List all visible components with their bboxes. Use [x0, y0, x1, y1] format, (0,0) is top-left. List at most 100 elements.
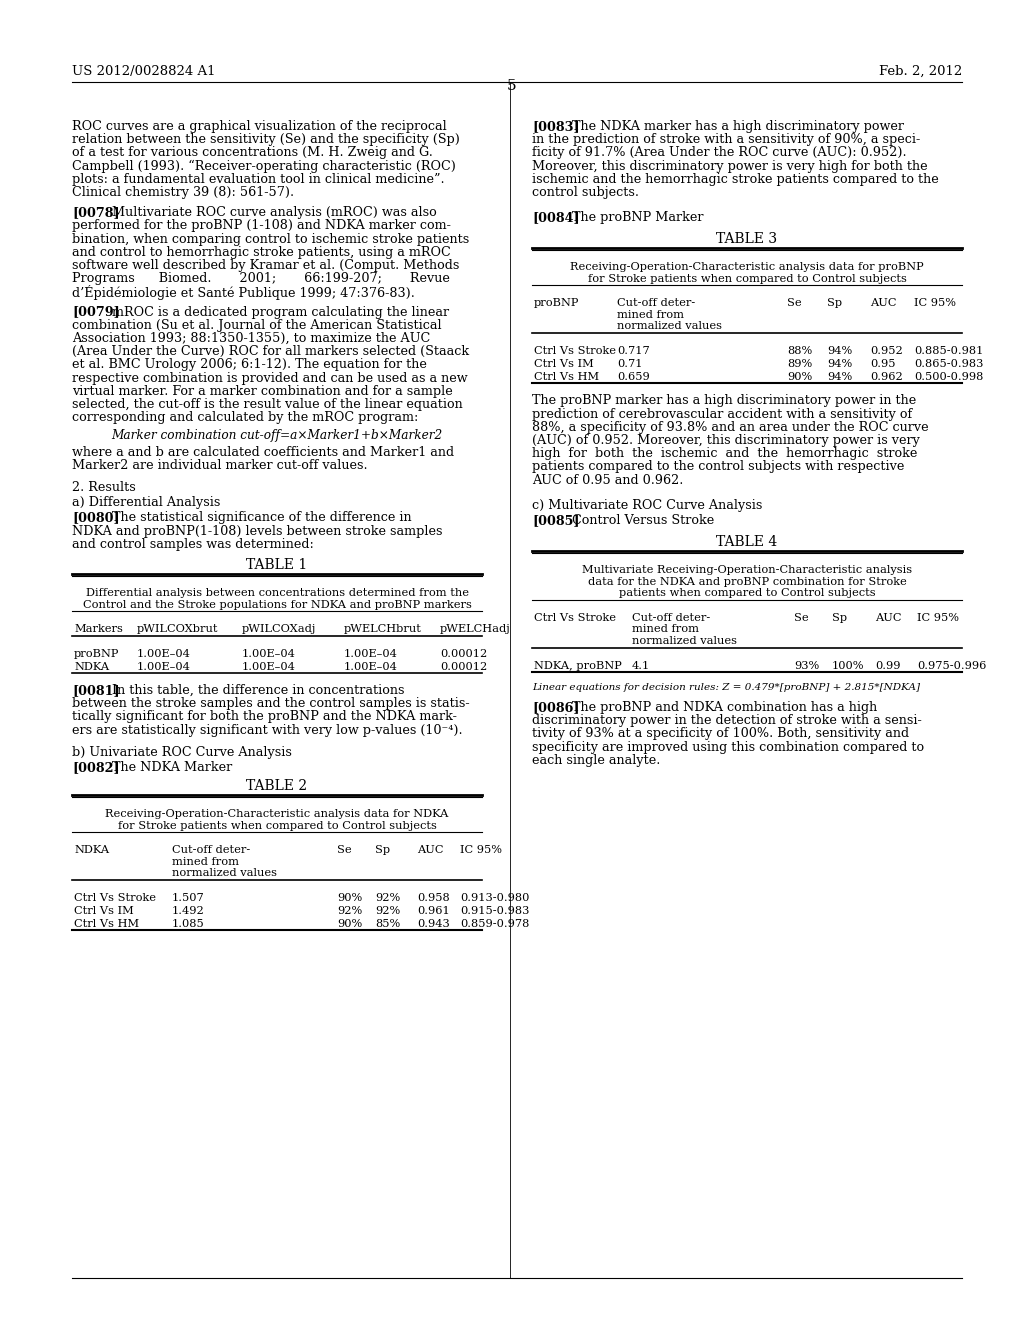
Text: 0.865-0.983: 0.865-0.983 [914, 359, 983, 370]
Text: patients when compared to Control subjects: patients when compared to Control subjec… [618, 589, 876, 598]
Text: TABLE 2: TABLE 2 [247, 779, 307, 793]
Text: b) Univariate ROC Curve Analysis: b) Univariate ROC Curve Analysis [72, 746, 292, 759]
Text: pWELCHadj: pWELCHadj [440, 624, 511, 634]
Text: 0.00012: 0.00012 [440, 663, 487, 672]
Text: 0.659: 0.659 [617, 372, 650, 383]
Text: 0.915-0.983: 0.915-0.983 [460, 907, 529, 916]
Text: Ctrl Vs Stroke: Ctrl Vs Stroke [534, 346, 616, 356]
Text: The proBNP and NDKA combination has a high: The proBNP and NDKA combination has a hi… [572, 701, 878, 714]
Text: 100%: 100% [831, 661, 864, 671]
Text: 0.859-0.978: 0.859-0.978 [460, 919, 529, 929]
Text: Ctrl Vs IM: Ctrl Vs IM [534, 359, 594, 370]
Text: 94%: 94% [827, 346, 852, 356]
Text: Ctrl Vs Stroke: Ctrl Vs Stroke [74, 894, 156, 903]
Text: NDKA and proBNP(1-108) levels between stroke samples: NDKA and proBNP(1-108) levels between st… [72, 524, 442, 537]
Text: AUC: AUC [417, 845, 443, 855]
Text: 0.975-0.996: 0.975-0.996 [918, 661, 986, 671]
Text: 92%: 92% [337, 907, 362, 916]
Text: Markers: Markers [74, 624, 123, 634]
Text: IC 95%: IC 95% [460, 845, 502, 855]
Text: 1.00E–04: 1.00E–04 [242, 663, 296, 672]
Text: IC 95%: IC 95% [914, 298, 956, 309]
Text: In this table, the difference in concentrations: In this table, the difference in concent… [112, 684, 404, 697]
Text: combination (Su et al. Journal of the American Statistical: combination (Su et al. Journal of the Am… [72, 319, 441, 331]
Text: 1.00E–04: 1.00E–04 [137, 663, 190, 672]
Text: d’Épidémiologie et Santé Publique 1999; 47:376-83).: d’Épidémiologie et Santé Publique 1999; … [72, 285, 415, 301]
Text: US 2012/0028824 A1: US 2012/0028824 A1 [72, 65, 215, 78]
Text: pWILCOXbrut: pWILCOXbrut [137, 624, 218, 634]
Text: [0085]: [0085] [532, 513, 580, 527]
Text: The proBNP marker has a high discriminatory power in the: The proBNP marker has a high discriminat… [532, 395, 916, 408]
Text: mined from: mined from [632, 624, 699, 634]
Text: and control to hemorrhagic stroke patients, using a mROC: and control to hemorrhagic stroke patien… [72, 246, 451, 259]
Text: IC 95%: IC 95% [918, 612, 959, 623]
Text: performed for the proBNP (1-108) and NDKA marker com-: performed for the proBNP (1-108) and NDK… [72, 219, 451, 232]
Text: 0.961: 0.961 [417, 907, 450, 916]
Text: tically significant for both the proBNP and the NDKA mark-: tically significant for both the proBNP … [72, 710, 457, 723]
Text: Se: Se [337, 845, 351, 855]
Text: c) Multivariate ROC Curve Analysis: c) Multivariate ROC Curve Analysis [532, 499, 763, 512]
Text: 93%: 93% [794, 661, 819, 671]
Text: 90%: 90% [787, 372, 812, 383]
Text: plots: a fundamental evaluation tool in clinical medicine”.: plots: a fundamental evaluation tool in … [72, 173, 444, 186]
Text: 0.95: 0.95 [870, 359, 896, 370]
Text: 0.717: 0.717 [617, 346, 650, 356]
Text: Multivariate Receiving-Operation-Characteristic analysis: Multivariate Receiving-Operation-Charact… [582, 565, 912, 576]
Text: 2. Results: 2. Results [72, 480, 136, 494]
Text: in the prediction of stroke with a sensitivity of 90%, a speci-: in the prediction of stroke with a sensi… [532, 133, 921, 147]
Text: Cut-off deter-: Cut-off deter- [632, 612, 711, 623]
Text: control subjects.: control subjects. [532, 186, 639, 199]
Text: Sp: Sp [827, 298, 842, 309]
Text: Ctrl Vs HM: Ctrl Vs HM [74, 919, 139, 929]
Text: NDKA: NDKA [74, 845, 110, 855]
Text: 1.00E–04: 1.00E–04 [344, 649, 398, 659]
Text: Marker combination cut-off=a×Marker1+b×Marker2: Marker combination cut-off=a×Marker1+b×M… [112, 429, 442, 442]
Text: Feb. 2, 2012: Feb. 2, 2012 [879, 65, 962, 78]
Text: discriminatory power in the detection of stroke with a sensi-: discriminatory power in the detection of… [532, 714, 922, 727]
Text: Campbell (1993). “Receiver-operating characteristic (ROC): Campbell (1993). “Receiver-operating cha… [72, 160, 456, 173]
Text: normalized values: normalized values [172, 869, 278, 878]
Text: bination, when comparing control to ischemic stroke patients: bination, when comparing control to isch… [72, 232, 469, 246]
Text: 4.1: 4.1 [632, 661, 650, 671]
Text: TABLE 3: TABLE 3 [717, 232, 777, 247]
Text: 92%: 92% [375, 907, 400, 916]
Text: 0.958: 0.958 [417, 894, 450, 903]
Text: ROC curves are a graphical visualization of the reciprocal: ROC curves are a graphical visualization… [72, 120, 446, 133]
Text: tivity of 93% at a specificity of 100%. Both, sensitivity and: tivity of 93% at a specificity of 100%. … [532, 727, 909, 741]
Text: for Stroke patients when compared to Control subjects: for Stroke patients when compared to Con… [588, 275, 906, 284]
Text: ers are statistically significant with very low p-values (10⁻⁴).: ers are statistically significant with v… [72, 723, 463, 737]
Text: Sp: Sp [375, 845, 390, 855]
Text: mined from: mined from [617, 310, 684, 319]
Text: a) Differential Analysis: a) Differential Analysis [72, 496, 220, 510]
Text: Cut-off deter-: Cut-off deter- [172, 845, 250, 855]
Text: virtual marker. For a marker combination and for a sample: virtual marker. For a marker combination… [72, 385, 453, 397]
Text: pWILCOXadj: pWILCOXadj [242, 624, 316, 634]
Text: [0086]: [0086] [532, 701, 580, 714]
Text: 0.99: 0.99 [874, 661, 900, 671]
Text: 0.952: 0.952 [870, 346, 903, 356]
Text: between the stroke samples and the control samples is statis-: between the stroke samples and the contr… [72, 697, 470, 710]
Text: data for the NDKA and proBNP combination for Stroke: data for the NDKA and proBNP combination… [588, 577, 906, 586]
Text: 1.085: 1.085 [172, 919, 205, 929]
Text: 1.492: 1.492 [172, 907, 205, 916]
Text: Control and the Stroke populations for NDKA and proBNP markers: Control and the Stroke populations for N… [83, 599, 471, 610]
Text: (AUC) of 0.952. Moreover, this discriminatory power is very: (AUC) of 0.952. Moreover, this discrimin… [532, 434, 920, 447]
Text: 90%: 90% [337, 894, 362, 903]
Text: The proBNP Marker: The proBNP Marker [572, 211, 703, 224]
Text: 1.00E–04: 1.00E–04 [137, 649, 190, 659]
Text: each single analyte.: each single analyte. [532, 754, 660, 767]
Text: AUC: AUC [870, 298, 896, 309]
Text: 89%: 89% [787, 359, 812, 370]
Text: high  for  both  the  ischemic  and  the  hemorrhagic  stroke: high for both the ischemic and the hemor… [532, 447, 918, 461]
Text: corresponding and calculated by the mROC program:: corresponding and calculated by the mROC… [72, 412, 419, 424]
Text: [0082]: [0082] [72, 762, 120, 774]
Text: Linear equations for decision rules: Z = 0.479*[proBNP] + 2.815*[NDKA]: Linear equations for decision rules: Z =… [532, 682, 920, 692]
Text: mined from: mined from [172, 857, 239, 867]
Text: relation between the sensitivity (Se) and the specificity (Sp): relation between the sensitivity (Se) an… [72, 133, 460, 147]
Text: Multivariate ROC curve analysis (mROC) was also: Multivariate ROC curve analysis (mROC) w… [112, 206, 437, 219]
Text: Programs      Biomed.       2001;       66:199-207;       Revue: Programs Biomed. 2001; 66:199-207; Revue [72, 272, 450, 285]
Text: [0079]: [0079] [72, 306, 120, 318]
Text: prediction of cerebrovascular accident with a sensitivity of: prediction of cerebrovascular accident w… [532, 408, 912, 421]
Text: 0.962: 0.962 [870, 372, 903, 383]
Text: ficity of 91.7% (Area Under the ROC curve (AUC): 0.952).: ficity of 91.7% (Area Under the ROC curv… [532, 147, 906, 160]
